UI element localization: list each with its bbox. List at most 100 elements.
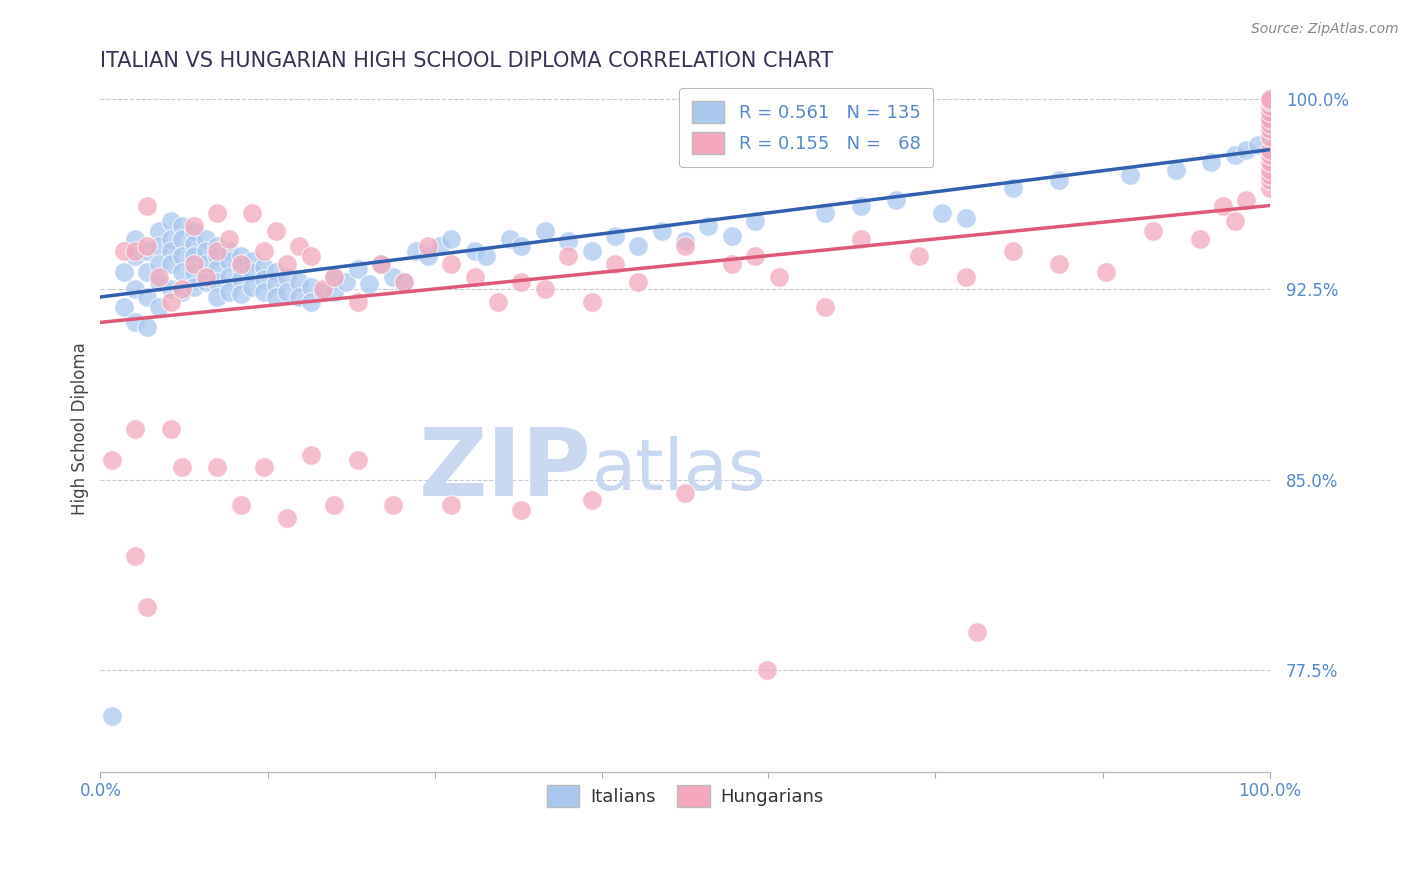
Point xyxy=(1258,92,1281,106)
Point xyxy=(1236,194,1258,208)
Point xyxy=(721,257,744,271)
Point xyxy=(1258,92,1281,106)
Point xyxy=(136,239,159,253)
Point xyxy=(955,211,977,226)
Point xyxy=(1258,122,1281,136)
Point xyxy=(299,295,322,310)
Point xyxy=(172,460,194,475)
Point xyxy=(276,285,298,299)
Point xyxy=(1258,92,1281,106)
Point xyxy=(124,422,146,436)
Point xyxy=(1258,125,1281,139)
Text: atlas: atlas xyxy=(592,436,766,505)
Point xyxy=(814,300,837,314)
Text: Source: ZipAtlas.com: Source: ZipAtlas.com xyxy=(1251,22,1399,37)
Point xyxy=(1258,163,1281,178)
Point xyxy=(1258,92,1281,106)
Point xyxy=(405,244,427,259)
Point xyxy=(1258,99,1281,113)
Point xyxy=(533,224,555,238)
Point xyxy=(603,257,626,271)
Point xyxy=(148,269,170,284)
Point xyxy=(1188,231,1211,245)
Point xyxy=(1223,214,1246,228)
Point xyxy=(1095,264,1118,278)
Point xyxy=(242,264,264,278)
Point xyxy=(183,257,205,271)
Point xyxy=(464,269,486,284)
Point xyxy=(229,260,252,274)
Point xyxy=(323,269,346,284)
Point xyxy=(183,249,205,263)
Point xyxy=(229,249,252,263)
Point xyxy=(148,239,170,253)
Point xyxy=(1258,92,1281,106)
Point xyxy=(124,315,146,329)
Point xyxy=(1258,92,1281,106)
Point xyxy=(581,244,603,259)
Point xyxy=(381,269,404,284)
Point xyxy=(276,269,298,284)
Point xyxy=(194,231,217,245)
Point xyxy=(1258,92,1281,106)
Point xyxy=(1247,137,1270,152)
Point xyxy=(1258,130,1281,145)
Point xyxy=(124,231,146,245)
Point xyxy=(440,498,463,512)
Point xyxy=(721,229,744,244)
Point xyxy=(159,422,181,436)
Point xyxy=(955,269,977,284)
Point xyxy=(1142,224,1164,238)
Point xyxy=(124,244,146,259)
Point xyxy=(475,249,498,263)
Point xyxy=(311,285,333,299)
Point xyxy=(1258,173,1281,187)
Point xyxy=(1258,147,1281,161)
Point xyxy=(183,219,205,233)
Point xyxy=(136,320,159,334)
Point xyxy=(651,224,673,238)
Point xyxy=(112,244,135,259)
Point xyxy=(207,460,229,475)
Point xyxy=(1258,92,1281,106)
Point xyxy=(673,239,696,253)
Point xyxy=(1258,180,1281,194)
Point xyxy=(1258,112,1281,127)
Point xyxy=(1001,180,1024,194)
Text: ITALIAN VS HUNGARIAN HIGH SCHOOL DIPLOMA CORRELATION CHART: ITALIAN VS HUNGARIAN HIGH SCHOOL DIPLOMA… xyxy=(100,51,834,70)
Point xyxy=(207,262,229,277)
Point xyxy=(440,231,463,245)
Point xyxy=(172,264,194,278)
Point xyxy=(1258,92,1281,106)
Point xyxy=(498,231,520,245)
Point xyxy=(183,280,205,294)
Point xyxy=(323,498,346,512)
Point xyxy=(172,285,194,299)
Point xyxy=(299,280,322,294)
Text: ZIP: ZIP xyxy=(419,425,592,516)
Point xyxy=(908,249,931,263)
Point xyxy=(394,275,416,289)
Point xyxy=(1258,155,1281,169)
Point xyxy=(1047,173,1070,187)
Point xyxy=(323,269,346,284)
Point xyxy=(533,282,555,296)
Point xyxy=(101,452,124,467)
Point xyxy=(323,285,346,299)
Point xyxy=(381,498,404,512)
Point xyxy=(136,264,159,278)
Point xyxy=(1258,114,1281,128)
Point xyxy=(755,664,778,678)
Point xyxy=(1258,168,1281,182)
Point xyxy=(253,460,276,475)
Point xyxy=(627,239,650,253)
Point xyxy=(124,549,146,563)
Point xyxy=(229,272,252,286)
Point xyxy=(124,282,146,296)
Y-axis label: High School Diploma: High School Diploma xyxy=(72,343,89,516)
Point xyxy=(229,287,252,301)
Point xyxy=(207,275,229,289)
Point xyxy=(112,264,135,278)
Point xyxy=(242,280,264,294)
Point xyxy=(159,231,181,245)
